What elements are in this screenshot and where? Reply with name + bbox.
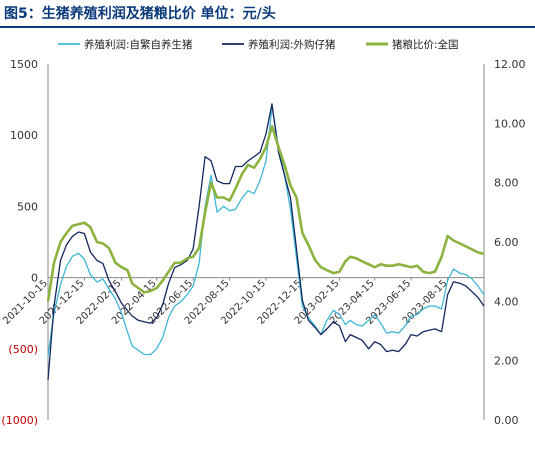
right-tick-label: 4.00 <box>494 295 519 308</box>
left-axis-ticks: 1500 1000 500 0 (500) (1000) <box>1 58 38 427</box>
x-axis-ticks: 2021-10-152021-12-152022-02-152022-04-15… <box>1 277 450 327</box>
right-tick-label: 0.00 <box>494 414 519 427</box>
title-underline <box>0 26 535 28</box>
left-tick-label: (500) <box>8 343 38 356</box>
right-tick-label: 6.00 <box>494 236 519 249</box>
right-tick-label: 2.00 <box>494 355 519 368</box>
chart-title: 图5：生猪养殖利润及猪粮比价 单位：元/头 <box>4 6 276 22</box>
series-line-3 <box>46 125 485 302</box>
left-tick-label: 500 <box>17 200 38 213</box>
right-axis-ticks: 12.00 10.00 8.00 6.00 4.00 2.00 0.00 <box>494 58 526 427</box>
right-tick-label: 10.00 <box>494 117 526 130</box>
left-tick-label: 1500 <box>10 58 38 71</box>
left-tick-label: 1000 <box>10 129 38 142</box>
series-line-1 <box>47 106 485 356</box>
left-tick-label: (1000) <box>1 414 38 427</box>
legend-label-2: 养殖利润:外购仔猪 <box>248 38 336 51</box>
left-tick-label: 0 <box>31 272 38 285</box>
series-line-2 <box>47 103 485 381</box>
legend-label-3: 猪粮比价:全国 <box>392 38 459 51</box>
series-lines <box>46 103 485 381</box>
right-tick-label: 8.00 <box>494 177 519 190</box>
legend: 养殖利润:自繁自养生猪 养殖利润:外购仔猪 猪粮比价:全国 <box>58 38 459 51</box>
plot-frame <box>47 64 485 420</box>
legend-label-1: 养殖利润:自繁自养生猪 <box>84 38 193 51</box>
right-tick-label: 12.00 <box>494 58 526 71</box>
